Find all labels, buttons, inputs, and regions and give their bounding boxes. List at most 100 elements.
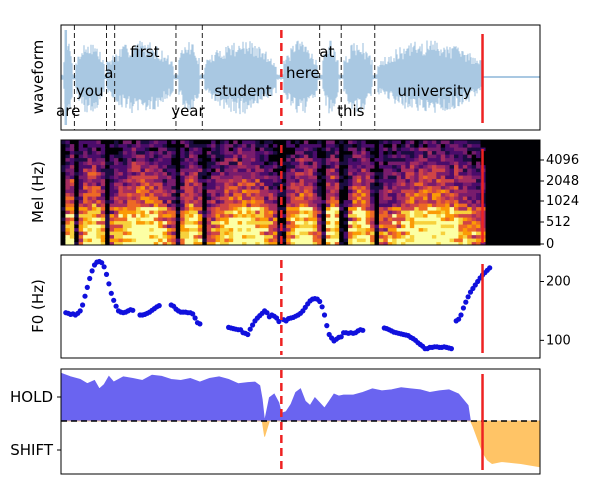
mel-cell <box>431 231 437 236</box>
mel-cell <box>184 157 190 162</box>
mel-cell <box>423 154 429 159</box>
mel-cell <box>153 203 159 208</box>
mel-cell <box>127 147 133 152</box>
mel-cell <box>303 220 309 225</box>
mel-cell <box>127 143 133 148</box>
mel-cell <box>387 189 393 194</box>
mel-cell <box>193 224 199 229</box>
mel-cell <box>436 175 442 180</box>
mel-cell <box>171 150 177 155</box>
mel-cell <box>136 217 142 222</box>
mel-cell <box>392 227 398 232</box>
mel-cell <box>233 241 239 245</box>
mel-cell <box>215 178 221 183</box>
mel-cell <box>246 206 252 211</box>
mel-cell <box>197 203 203 208</box>
mel-cell <box>127 227 133 232</box>
mel-cell <box>219 199 225 204</box>
mel-cell <box>109 206 115 211</box>
mel-cell <box>449 234 455 239</box>
mel-cell <box>272 157 278 162</box>
mel-cell <box>180 150 186 155</box>
mel-cell <box>401 220 407 225</box>
mel-cell <box>458 213 464 218</box>
mel-cell <box>206 185 212 190</box>
mel-cell <box>299 238 305 243</box>
mel-cell <box>378 196 384 201</box>
mel-cell <box>69 234 75 239</box>
mel-cell <box>312 227 318 232</box>
mel-cell <box>317 154 323 159</box>
mel-cell <box>69 203 75 208</box>
mel-cell <box>215 143 221 148</box>
mel-cell <box>405 210 411 215</box>
mel-cell <box>144 171 150 176</box>
mel-cell <box>211 185 217 190</box>
mel-cell <box>224 189 230 194</box>
mel-cell <box>299 178 305 183</box>
mel-cell <box>127 182 133 187</box>
mel-cell <box>175 241 181 245</box>
mel-cell <box>255 161 261 166</box>
mel-cell <box>405 161 411 166</box>
mel-cell <box>162 238 168 243</box>
mel-cell <box>476 199 482 204</box>
mel-cell <box>445 140 451 145</box>
mel-cell <box>96 189 102 194</box>
mel-cell <box>175 140 181 145</box>
mel-cell <box>118 168 124 173</box>
mel-cell <box>131 203 137 208</box>
mel-cell <box>348 238 354 243</box>
mel-cell <box>374 161 380 166</box>
mel-cell <box>427 178 433 183</box>
mel-cell <box>87 192 93 197</box>
mel-cell <box>480 143 486 148</box>
mel-cell <box>259 217 265 222</box>
mel-cell <box>87 206 93 211</box>
mel-cell <box>334 150 340 155</box>
mel-cell <box>259 224 265 229</box>
mel-cell <box>476 161 482 166</box>
mel-cell <box>361 154 367 159</box>
mel-cell <box>423 238 429 243</box>
mel-cell <box>109 164 115 169</box>
mel-cell <box>171 238 177 243</box>
mel-cell <box>78 220 84 225</box>
mel-cell <box>427 224 433 229</box>
mel-cell <box>78 140 84 145</box>
mel-cell <box>348 213 354 218</box>
mel-cell <box>476 147 482 152</box>
mel-cell <box>136 241 142 245</box>
mel-cell <box>409 196 415 201</box>
mel-cell <box>255 150 261 155</box>
mel-cell <box>268 150 274 155</box>
mel-cell <box>356 227 362 232</box>
mel-cell <box>255 203 261 208</box>
mel-cell <box>83 161 89 166</box>
mel-cell <box>180 178 186 183</box>
mel-cell <box>370 140 376 145</box>
mel-cell <box>339 171 345 176</box>
mel-cell <box>308 220 314 225</box>
mel-cell <box>118 171 124 176</box>
mel-cell <box>462 189 468 194</box>
mel-cell <box>65 154 71 159</box>
mel-cell <box>476 196 482 201</box>
mel-cell <box>91 178 97 183</box>
mel-cell <box>189 192 195 197</box>
mel-cell <box>471 224 477 229</box>
mel-cell <box>166 203 172 208</box>
mel-cell <box>281 213 287 218</box>
mel-cell <box>149 210 155 215</box>
mel-cell <box>343 175 349 180</box>
mel-cell <box>348 189 354 194</box>
mel-cell <box>105 168 111 173</box>
mel-cell <box>427 189 433 194</box>
mel-cell <box>158 178 164 183</box>
mel-cell <box>69 185 75 190</box>
mel-cell <box>250 147 256 152</box>
mel-cell <box>180 185 186 190</box>
mel-cell <box>118 147 124 152</box>
mel-cell <box>144 234 150 239</box>
mel-cell <box>436 192 442 197</box>
